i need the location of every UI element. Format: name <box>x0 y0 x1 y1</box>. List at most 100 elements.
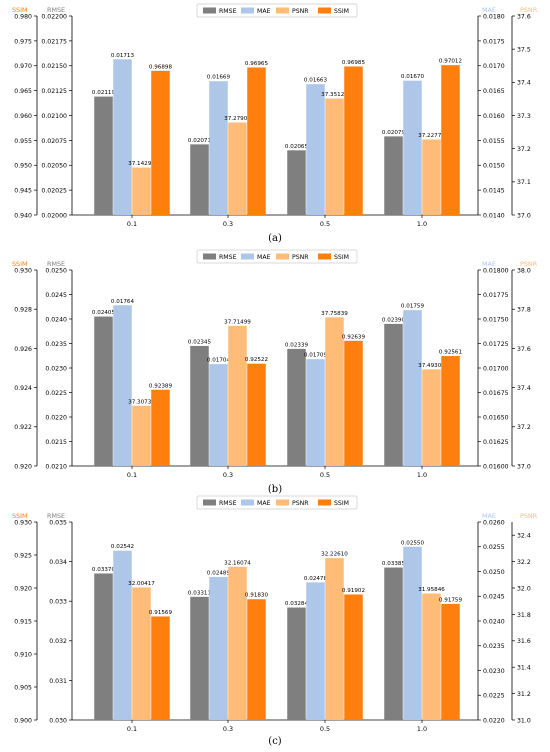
psnr-tick-label: 37.1 <box>517 179 531 186</box>
ssim-tick-label: 0.950 <box>14 163 32 170</box>
legend-label-rmse: RMSE <box>219 500 237 507</box>
bar-value-label: 0.97012 <box>439 59 462 65</box>
bar-rmse <box>384 323 403 466</box>
mae-tick-label: 0.0145 <box>483 188 505 195</box>
bar-mae <box>209 81 228 215</box>
ssim-tick-label: 0.905 <box>14 684 32 691</box>
bar-value-label: 0.01764 <box>111 299 135 305</box>
bar-rmse <box>384 567 403 720</box>
bar-value-label: 0.02119 <box>92 90 116 96</box>
bar-value-label: 37.71499 <box>224 319 251 325</box>
bar-value-label: 0.01759 <box>401 304 425 310</box>
mae-axis-title: MAE <box>482 512 496 520</box>
psnr-tick-label: 31.0 <box>517 717 531 724</box>
bar-ssim <box>247 363 266 466</box>
bar-rmse <box>287 150 306 215</box>
bar-value-label: 37.75839 <box>321 311 348 317</box>
bar-rmse <box>94 316 113 466</box>
mae-tick-label: 0.01750 <box>483 316 509 323</box>
bar-rmse <box>94 96 113 215</box>
bar-value-label: 0.02390 <box>382 317 406 323</box>
ssim-tick-label: 0.920 <box>14 463 32 470</box>
ssim-tick-label: 0.928 <box>14 307 32 314</box>
bar-value-label: 0.01704 <box>207 358 231 364</box>
ssim-tick-label: 0.915 <box>14 618 32 625</box>
rmse-tick-label: 0.02200 <box>41 13 67 20</box>
rmse-tick-label: 0.0230 <box>45 365 67 372</box>
bar-value-label: 37.30735 <box>128 399 155 405</box>
mae-tick-label: 0.01625 <box>483 439 509 446</box>
rmse-tick-label: 0.0235 <box>45 341 67 348</box>
mae-tick-label: 0.01700 <box>483 365 509 372</box>
ssim-tick-label: 0.920 <box>14 585 32 592</box>
bar-psnr <box>325 317 344 466</box>
mae-tick-label: 0.0165 <box>483 88 505 95</box>
bar-psnr <box>132 405 151 466</box>
x-tick-label: 0.5 <box>320 220 330 228</box>
bar-value-label: 0.96985 <box>342 60 366 66</box>
psnr-tick-label: 31.6 <box>517 638 531 645</box>
rmse-tick-label: 0.0250 <box>45 267 67 274</box>
bar-psnr <box>422 139 441 215</box>
mae-tick-label: 0.0140 <box>483 212 505 219</box>
bar-value-label: 0.02478 <box>304 576 328 582</box>
ssim-tick-label: 0.926 <box>14 346 32 353</box>
rmse-tick-label: 0.0215 <box>45 439 67 446</box>
rmse-axis-title: RMSE <box>47 260 65 268</box>
legend-label-psnr: PSNR <box>292 8 309 15</box>
bar-psnr <box>132 167 151 215</box>
bar-value-label: 0.01663 <box>304 78 328 84</box>
ssim-tick-label: 0.970 <box>14 63 32 70</box>
panel-caption: (c) <box>268 736 282 747</box>
x-tick-label: 0.1 <box>127 471 137 479</box>
bar-value-label: 0.91830 <box>245 593 269 599</box>
bar-mae <box>403 546 422 720</box>
legend-swatch-ssim <box>318 7 331 14</box>
mae-tick-label: 0.0245 <box>483 594 505 601</box>
rmse-tick-label: 0.030 <box>49 717 67 724</box>
x-tick-label: 0.3 <box>223 471 233 479</box>
rmse-tick-label: 0.02150 <box>41 63 67 70</box>
ssim-tick-label: 0.980 <box>14 13 32 20</box>
mae-tick-label: 0.01725 <box>483 341 509 348</box>
legend-label-ssim: SSIM <box>334 254 349 261</box>
rmse-tick-label: 0.033 <box>49 599 67 606</box>
x-tick-label: 0.3 <box>223 220 233 228</box>
bar-mae <box>306 84 325 215</box>
x-tick-label: 0.3 <box>223 725 233 733</box>
ssim-tick-label: 0.930 <box>14 519 32 526</box>
mae-tick-label: 0.01600 <box>483 463 509 470</box>
psnr-tick-label: 37.3 <box>517 113 531 120</box>
panel-caption: (a) <box>268 233 282 244</box>
psnr-tick-label: 37.0 <box>517 212 531 219</box>
ssim-tick-label: 0.910 <box>14 651 32 658</box>
mae-tick-label: 0.01775 <box>483 292 509 299</box>
psnr-tick-label: 31.4 <box>517 665 531 672</box>
bar-ssim <box>151 389 170 466</box>
bar-ssim <box>247 599 266 720</box>
psnr-tick-label: 32.0 <box>517 585 531 592</box>
legend: RMSE MAE PSNR SSIM <box>196 249 358 264</box>
legend-swatch-rmse <box>203 499 216 506</box>
bar-rmse <box>94 573 113 720</box>
legend-label-mae: MAE <box>257 254 271 261</box>
bar-value-label: 0.03311 <box>188 590 212 596</box>
x-tick-label: 0.1 <box>127 220 137 228</box>
bar-psnr <box>228 325 247 466</box>
bar-value-label: 0.03284 <box>285 601 309 607</box>
ssim-tick-label: 0.960 <box>14 113 32 120</box>
rmse-axis-title: RMSE <box>47 512 65 520</box>
mae-tick-label: 0.0250 <box>483 569 505 576</box>
legend-label-psnr: PSNR <box>292 254 309 261</box>
x-tick-label: 1.0 <box>417 471 427 479</box>
bar-value-label: 0.02550 <box>401 540 425 546</box>
legend-swatch-mae <box>241 7 254 14</box>
mae-tick-label: 0.0170 <box>483 63 505 70</box>
bar-value-label: 0.92389 <box>149 383 173 389</box>
ssim-axis-title: SSIM <box>12 260 28 268</box>
bar-psnr <box>422 369 441 466</box>
legend-swatch-ssim <box>318 253 331 260</box>
bar-value-label: 32.00417 <box>128 581 155 587</box>
bar-rmse <box>190 144 209 215</box>
ssim-axis-title: SSIM <box>12 512 28 520</box>
